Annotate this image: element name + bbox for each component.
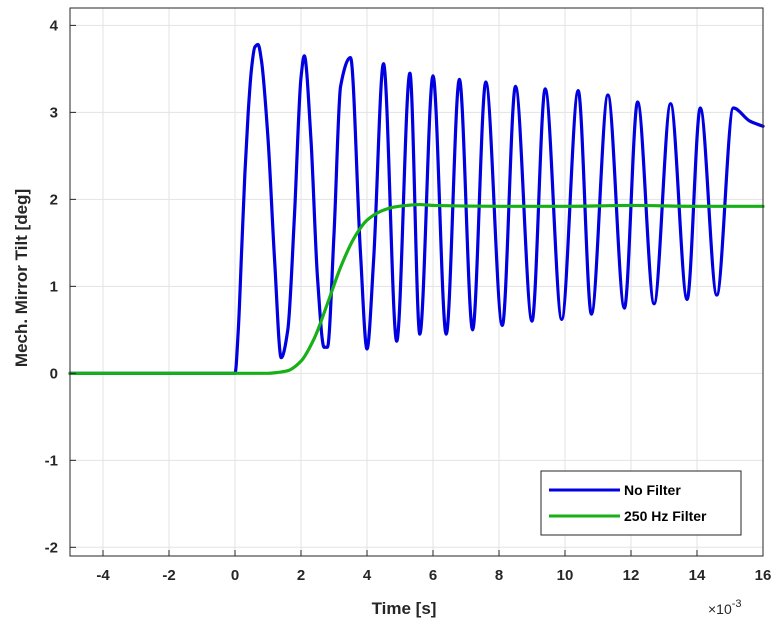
legend-box bbox=[541, 471, 741, 535]
y-tick-label: 0 bbox=[50, 365, 58, 382]
x-axis-title: Time [s] bbox=[372, 599, 437, 618]
y-tick-label: -1 bbox=[45, 452, 58, 469]
x-tick-label: 12 bbox=[623, 567, 640, 584]
x-tick-label: 10 bbox=[557, 567, 574, 584]
y-tick-label: -2 bbox=[45, 539, 58, 556]
y-tick-label: 4 bbox=[50, 17, 59, 34]
x-tick-label: -4 bbox=[96, 567, 110, 584]
x-tick-label: 6 bbox=[429, 567, 437, 584]
y-axis-title: Mech. Mirror Tilt [deg] bbox=[12, 189, 31, 367]
x-tick-label: 8 bbox=[495, 567, 503, 584]
x-exponent-label: ×10-3 bbox=[708, 598, 742, 617]
y-tick-label: 3 bbox=[50, 104, 58, 121]
x-tick-label: -2 bbox=[162, 567, 175, 584]
x-tick-label: 14 bbox=[689, 567, 706, 584]
y-tick-label: 2 bbox=[50, 191, 58, 208]
legend-label-no-filter: No Filter bbox=[624, 482, 681, 498]
legend: No Filter 250 Hz Filter bbox=[541, 471, 741, 535]
x-exponent-base: ×10 bbox=[708, 601, 732, 617]
x-tick-label: 2 bbox=[297, 567, 305, 584]
x-tick-label: 0 bbox=[231, 567, 239, 584]
x-exponent-power: -3 bbox=[732, 598, 742, 610]
x-tick-label: 16 bbox=[755, 567, 772, 584]
y-tick-label: 1 bbox=[50, 278, 58, 295]
x-tick-label: 4 bbox=[363, 567, 372, 584]
legend-label-250hz-filter: 250 Hz Filter bbox=[624, 508, 707, 524]
